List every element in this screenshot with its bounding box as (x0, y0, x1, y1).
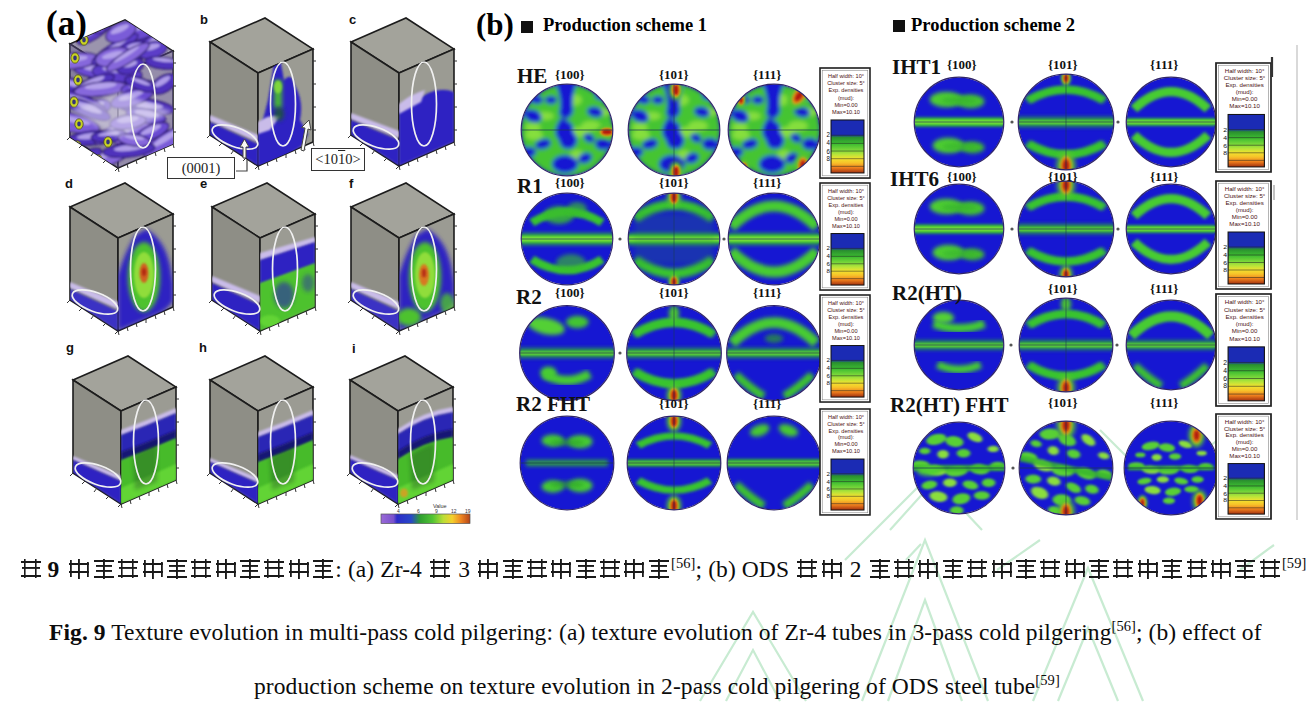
svg-text:4: 4 (397, 508, 400, 514)
svg-text:12: 12 (451, 508, 457, 514)
svg-text:6: 6 (417, 508, 420, 514)
svg-text:9: 9 (435, 508, 438, 514)
svg-text:19: 19 (465, 508, 471, 514)
